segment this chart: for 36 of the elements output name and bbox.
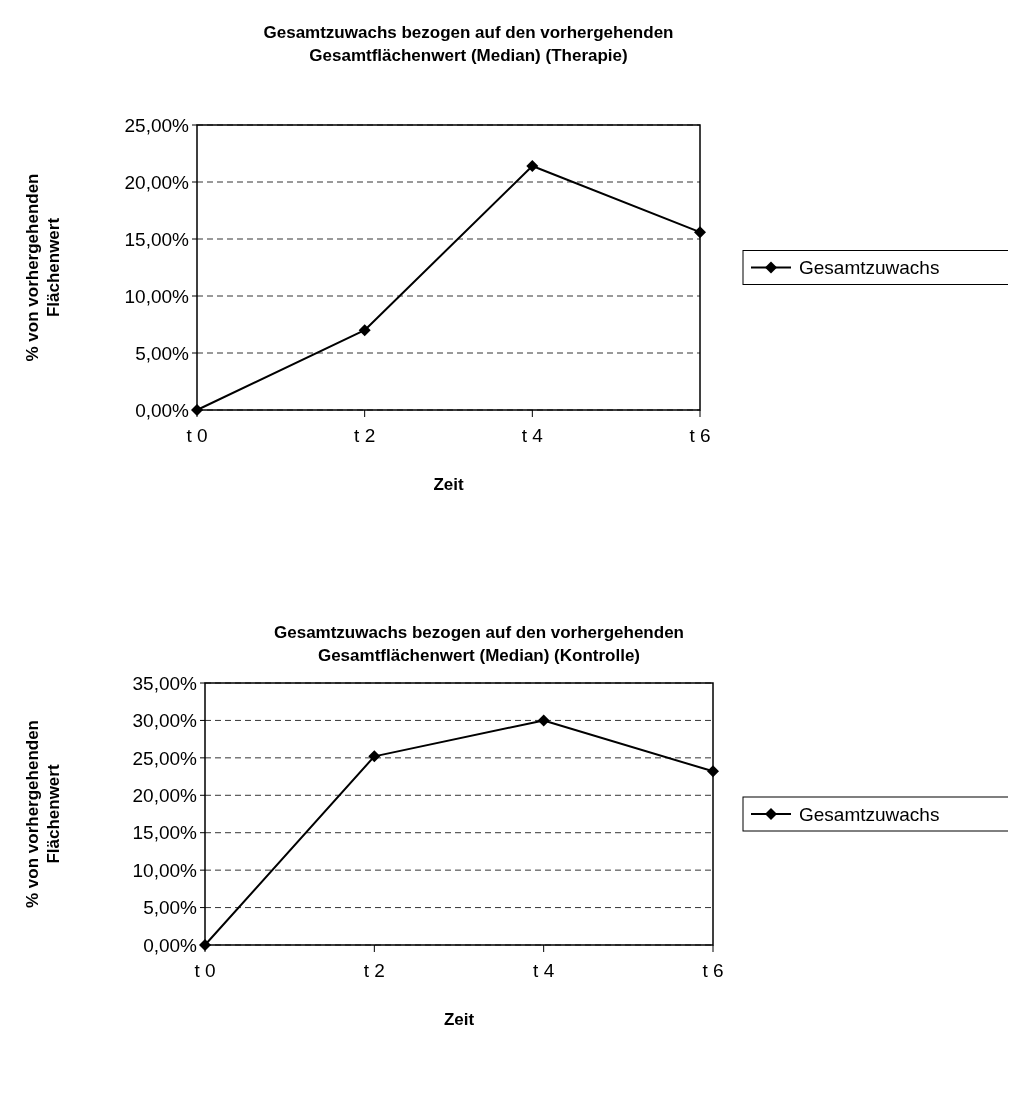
y-axis-title: % von vorhergehenden Flächenwert [23, 720, 64, 908]
point [694, 226, 706, 239]
point [358, 324, 371, 337]
y-tick-label: 20,00% [132, 784, 198, 806]
y-tick-label: 25,00% [132, 747, 198, 769]
x-tick-label: t 6 [702, 960, 724, 981]
x-tick-label: t 6 [689, 425, 711, 446]
x-tick-label: t 0 [194, 960, 216, 981]
y-tick-label: 20,00% [124, 171, 190, 193]
y-tick-label: 5,00% [135, 342, 190, 364]
y-tick-label: 15,00% [124, 228, 190, 250]
chart-title: Gesamtzuwachs bezogen auf den vorhergehenden Gesamtflächenwert (Median) (Therapie) [263, 23, 674, 65]
y-tick-label: 35,00% [132, 672, 198, 694]
x-tick-label: t 2 [363, 960, 385, 981]
y-axis-title: % von vorhergehenden Flächenwert [23, 173, 64, 362]
y-tick-label: 15,00% [132, 822, 198, 844]
y-tick-label: 25,00% [124, 114, 190, 136]
point [368, 750, 381, 763]
legend-label: Gesamtzuwachs [799, 803, 940, 825]
y-tick-label: 10,00% [124, 285, 190, 307]
y-tick-label: 10,00% [132, 859, 198, 881]
point [537, 714, 550, 727]
x-tick-label: t 0 [186, 425, 208, 446]
x-axis-title: Zeit [443, 1010, 475, 1029]
y-tick-label: 30,00% [132, 710, 198, 732]
x-tick-label: t 2 [354, 425, 376, 446]
x-axis-title: Zeit [433, 475, 464, 494]
chart-title: Gesamtzuwachs bezogen auf den vorhergehenden Gesamtflächenwert (Median) (Kontrolle) [274, 623, 684, 665]
x-tick-label: t 4 [521, 425, 544, 446]
x-tick-label: t 4 [533, 960, 555, 981]
legend-label: Gesamtzuwachs [799, 257, 940, 279]
y-tick-label: 0,00% [143, 934, 198, 956]
point [526, 160, 539, 173]
y-tick-label: 5,00% [143, 897, 198, 919]
point [707, 765, 719, 778]
y-tick-label: 0,00% [135, 399, 190, 421]
